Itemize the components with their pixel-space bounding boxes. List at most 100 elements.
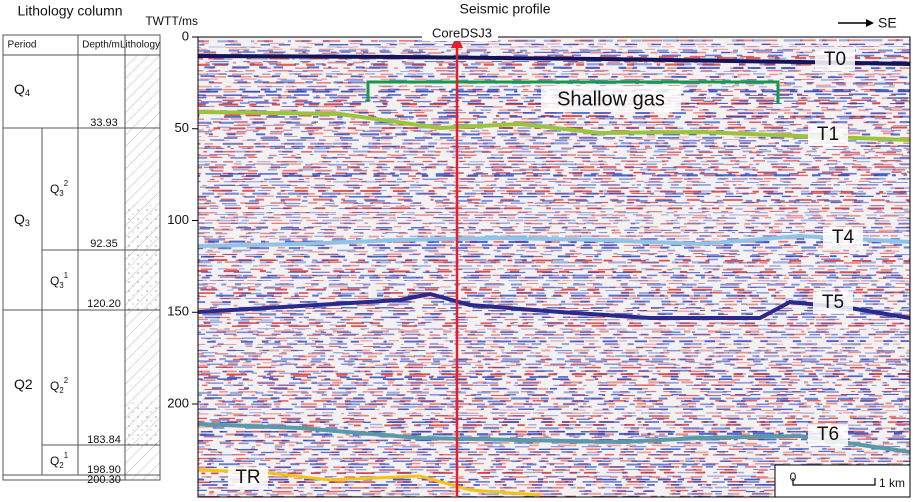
seismic-trace [198,153,910,157]
seismic-trace [198,418,910,421]
seismic-trace [198,84,910,88]
seismic-trace [198,43,910,46]
period-symbol: Q [50,274,59,288]
axis-label: TWTT/ms [145,14,198,28]
period-subscript: 3 [59,189,63,198]
seismic-trace [198,184,910,186]
seismic-trace [198,198,910,202]
seismic-trace [198,373,910,376]
period-superscript: 1 [64,271,68,280]
seismic-trace [198,463,910,466]
seismic-trace [198,102,910,106]
depth-label: 33.93 [90,117,118,129]
seismic-trace [198,216,910,219]
seismic-trace [198,213,910,217]
seismic-trace [198,250,910,253]
seismic-trace [198,411,910,415]
period-subscript: 2 [59,386,63,395]
seismic-trace [198,166,910,169]
horizon-label-bg [813,292,853,314]
seismic-trace [198,466,910,468]
seismic-trace [198,186,910,190]
period-superscript: 1 [64,451,68,460]
seismic-trace [198,327,910,331]
column-header: Period [8,40,37,51]
period-subscript: 3 [25,218,30,228]
seismic-trace [198,207,910,210]
seismic-trace [198,324,910,328]
horizon-label: TR [235,467,260,488]
period-subscript: 2 [59,461,63,470]
scale-bar [792,478,876,486]
seismic-trace [198,189,910,193]
seismic-trace [198,213,910,216]
horizon-label-bg [823,227,863,249]
seismic-trace [198,228,910,232]
direction-arrowhead [866,19,874,27]
seismic-trace [198,426,910,429]
seismic-trace [198,121,910,124]
seismic-trace [198,268,910,271]
seismic-trace [198,298,910,300]
seismic-trace [198,168,910,172]
seismic-trace [198,423,910,427]
lithology-title: Lithology column [17,3,122,19]
depth-label: 200.30 [87,474,121,486]
horizon-label: T1 [817,124,839,145]
horizon-label-bg [808,124,848,146]
horizon-line [198,233,910,248]
seismic-trace [198,264,910,268]
lithology-table: Period Depth/m LithologyQ4Q3Q2Q32Q31Q22Q21… [2,34,161,486]
seismic-trace [198,426,910,430]
table-border [2,34,161,481]
seismic-trace [198,459,910,462]
period-subscript: 3 [59,281,63,290]
seismic-trace [198,471,910,475]
period-label: Q2 [14,376,33,392]
seismic-trace [198,289,910,292]
direction-label: SE [878,15,897,31]
horizon-label-bg [808,424,848,446]
seismic-trace [198,261,910,264]
plot-frame [197,36,911,498]
seismic-trace [198,123,910,127]
seismic-trace [198,192,910,195]
seismic-trace [198,114,910,118]
seismic-trace [198,184,910,187]
scale-label: 1 km [879,476,905,490]
seismic-trace [198,141,910,145]
seismic-trace [198,441,910,445]
seismic-trace [198,66,910,70]
column-header: Depth/m [82,40,120,51]
core-label-bg [422,27,498,41]
seismic-trace [198,150,910,154]
seismic-trace [198,340,910,343]
seismic-trace [198,201,910,204]
seismic-trace [198,231,910,235]
scale-label: 0 [790,470,797,484]
column-header: Lithology [120,40,160,51]
seismic-trace [198,303,910,307]
period-superscript: 2 [64,179,68,188]
period-label: Q31 [50,271,68,290]
seismic-trace [198,328,910,331]
seismic-trace [198,432,910,436]
seismic-trace [198,448,910,451]
seismic-trace [198,145,910,148]
period-subscript: 4 [25,88,30,98]
seismic-trace [198,318,910,321]
seismic-trace [198,78,910,81]
core-label: CoreDSJ3 [432,25,492,40]
seismic-trace [198,388,910,390]
seismic-trace [198,286,910,289]
period-label: Q32 [50,179,68,198]
seismic-trace [198,246,910,250]
seismic-trace [198,336,910,340]
seismic-trace [198,159,910,163]
y-tick-label: 0 [182,28,189,43]
seismic-trace [198,393,910,396]
seismic-trace [198,414,910,418]
seismic-trace [198,117,910,120]
seismic-trace [198,390,910,394]
